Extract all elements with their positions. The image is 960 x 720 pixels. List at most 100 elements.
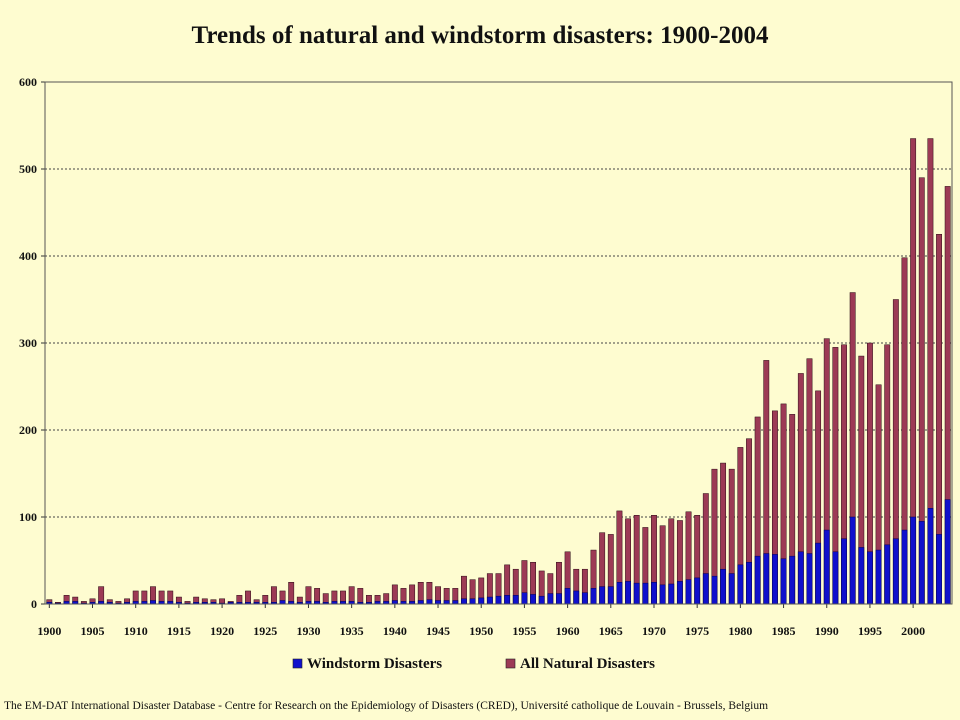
x-tick-label: 1940 (383, 624, 407, 638)
x-tick-label: 1965 (599, 624, 623, 638)
bar-windstorm (452, 600, 459, 605)
x-tick-label: 1905 (81, 624, 105, 638)
bar-windstorm (832, 551, 839, 605)
source-credit: The EM-DAT International Disaster Databa… (4, 700, 769, 712)
bar-windstorm (486, 596, 493, 605)
y-tick-label: 500 (19, 162, 37, 176)
bar-all-natural (357, 588, 364, 605)
bar-windstorm (538, 595, 545, 605)
y-tick-label: 0 (31, 597, 37, 611)
x-tick-label: 1995 (858, 624, 882, 638)
legend-all-natural-label: All Natural Disasters (520, 656, 655, 672)
x-tick-label: 1910 (124, 624, 148, 638)
legend-windstorm-label: Windstorm Disasters (307, 656, 442, 672)
bar-windstorm (495, 595, 502, 605)
bar-windstorm (918, 521, 925, 605)
bar-windstorm (858, 547, 865, 605)
bar-windstorm (927, 508, 934, 605)
bar-windstorm (573, 590, 580, 605)
bar-windstorm (892, 538, 899, 605)
x-tick-label: 1985 (772, 624, 796, 638)
bar-windstorm (867, 551, 873, 605)
bar-windstorm (771, 554, 778, 605)
bar-windstorm (521, 592, 528, 605)
bar-windstorm (737, 564, 744, 605)
bar-windstorm (642, 582, 649, 605)
bar-windstorm (823, 529, 830, 605)
y-tick-label: 300 (19, 336, 37, 350)
bar-windstorm (469, 598, 476, 605)
x-tick-label: 1930 (296, 624, 320, 638)
legend: Windstorm Disasters All Natural Disasters (292, 656, 655, 672)
x-tick-label: 1925 (253, 624, 277, 638)
bar-windstorm (426, 599, 433, 605)
bar-windstorm (150, 600, 156, 605)
bar-windstorm (599, 586, 606, 605)
y-tick-label: 200 (19, 423, 37, 437)
bar-windstorm (797, 551, 804, 605)
bar-windstorm (512, 595, 519, 605)
bar-windstorm (279, 600, 286, 605)
y-axis: 0 100 200 300 400 500 600 (19, 75, 45, 611)
bar-windstorm (728, 573, 735, 605)
x-tick-label: 1935 (340, 624, 364, 638)
bar-windstorm (651, 582, 657, 605)
bar-windstorm (815, 542, 822, 605)
bar-windstorm (391, 600, 398, 605)
bar-windstorm (711, 575, 718, 605)
x-tick-label: 1990 (815, 624, 839, 638)
bar-windstorm (556, 593, 562, 605)
legend-windstorm-swatch (292, 658, 303, 669)
bar-windstorm (581, 592, 588, 605)
x-tick-label: 1980 (728, 624, 752, 638)
x-tick-label: 1975 (685, 624, 709, 638)
bar-windstorm (875, 549, 882, 605)
bar-windstorm (676, 581, 683, 605)
bar-windstorm (685, 579, 692, 605)
bar-windstorm (443, 600, 450, 605)
bar-windstorm (530, 594, 536, 605)
bar-windstorm (633, 582, 640, 605)
x-tick-label: 1970 (642, 624, 666, 638)
y-tick-label: 400 (19, 249, 37, 263)
bar-windstorm (806, 553, 813, 605)
bar-windstorm (607, 586, 614, 605)
bar-windstorm (720, 568, 727, 605)
bar-windstorm (668, 583, 675, 605)
x-tick-label: 1900 (37, 624, 61, 638)
bar-windstorm (659, 584, 666, 605)
x-tick-label: 1950 (469, 624, 493, 638)
plot-frame (44, 81, 953, 605)
bar-windstorm (417, 600, 424, 605)
bar-windstorm (461, 598, 467, 605)
y-tick-label: 600 (19, 75, 37, 89)
x-tick-label: 1915 (167, 624, 191, 638)
bar-windstorm (746, 561, 752, 605)
bar-windstorm (849, 516, 856, 605)
bar-windstorm (590, 588, 597, 605)
bar-windstorm (616, 582, 623, 605)
x-tick-label: 1955 (512, 624, 536, 638)
disaster-bar-chart: 0 100 200 300 400 500 600 1900 1905 1910 1915 1920… (19, 75, 953, 672)
x-tick-label: 2000 (901, 624, 925, 638)
y-tick-label: 100 (19, 510, 37, 524)
bar-windstorm (901, 529, 908, 605)
bar-windstorm (564, 588, 571, 605)
bar-all-natural (288, 582, 295, 605)
bar-windstorm (702, 573, 709, 605)
bar-windstorm (694, 577, 701, 605)
bar-windstorm (754, 555, 761, 605)
bar-windstorm (936, 534, 942, 605)
bar-windstorm (478, 597, 485, 605)
x-tick-label: 1960 (556, 624, 580, 638)
bar-windstorm (910, 516, 917, 605)
bar-windstorm (625, 581, 631, 605)
x-tick-label: 1920 (210, 624, 234, 638)
bar-windstorm (763, 553, 770, 605)
bars-group (46, 138, 951, 605)
x-tick-label: 1945 (426, 624, 450, 638)
bar-windstorm (841, 538, 847, 605)
bar-windstorm (944, 499, 951, 605)
bar-all-natural (270, 586, 277, 605)
legend-all-natural-swatch (505, 658, 516, 669)
